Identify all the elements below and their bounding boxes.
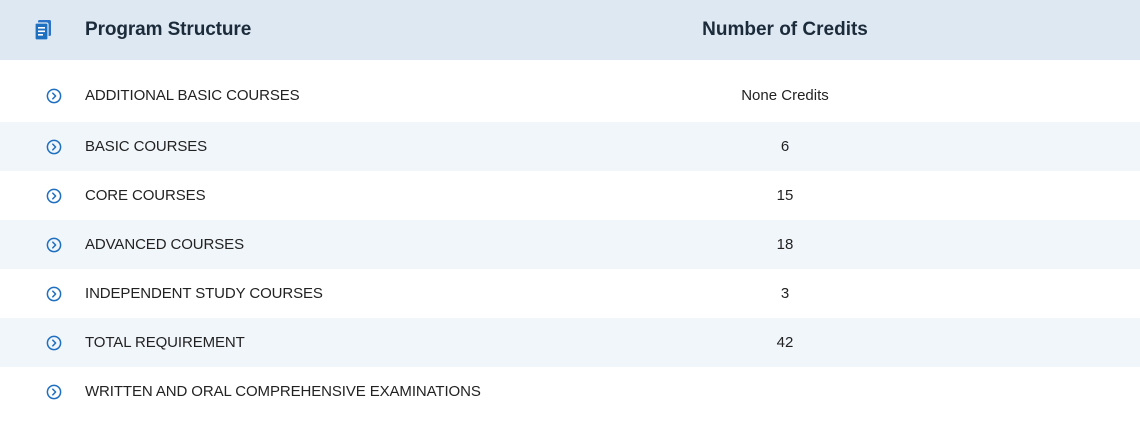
chevron-right-circle-icon[interactable]	[46, 335, 62, 351]
table-row[interactable]: WRITTEN AND ORAL COMPREHENSIVE EXAMINATI…	[0, 367, 1140, 416]
row-icon-cell	[0, 335, 85, 351]
chevron-right-circle-icon[interactable]	[46, 286, 62, 302]
row-credits: 18	[776, 236, 794, 253]
chevron-right-circle-icon[interactable]	[46, 88, 62, 104]
row-label: BASIC COURSES	[85, 138, 208, 155]
row-icon-cell	[0, 237, 85, 253]
row-label: INDEPENDENT STUDY COURSES	[85, 285, 323, 302]
header-icon-cell	[0, 0, 85, 60]
row-credits: 6	[780, 138, 790, 155]
row-credits: 3	[780, 285, 790, 302]
row-label: CORE COURSES	[85, 187, 206, 204]
row-label: ADVANCED COURSES	[85, 236, 244, 253]
row-label: TOTAL REQUIREMENT	[85, 334, 245, 351]
column-header-number-of-credits: Number of Credits	[702, 19, 868, 40]
row-label: ADDITIONAL BASIC COURSES	[85, 87, 300, 104]
chevron-right-circle-icon[interactable]	[46, 188, 62, 204]
table-row[interactable]: INDEPENDENT STUDY COURSES 3	[0, 269, 1140, 318]
row-credits: 42	[776, 334, 794, 351]
chevron-right-circle-icon[interactable]	[46, 384, 62, 400]
document-list-icon	[33, 20, 51, 41]
row-icon-cell	[0, 88, 85, 104]
row-credits: None Credits	[741, 87, 829, 104]
table-row[interactable]: TOTAL REQUIREMENT 42	[0, 318, 1140, 367]
column-header-program-structure: Program Structure	[85, 19, 252, 40]
row-icon-cell	[0, 286, 85, 302]
table-header: Program Structure Number of Credits	[0, 0, 1140, 60]
row-icon-cell	[0, 139, 85, 155]
table-row[interactable]: ADVANCED COURSES 18	[0, 220, 1140, 269]
row-label: WRITTEN AND ORAL COMPREHENSIVE EXAMINATI…	[85, 383, 481, 400]
row-icon-cell	[0, 384, 85, 400]
chevron-right-circle-icon[interactable]	[46, 139, 62, 155]
row-credits: 15	[776, 187, 794, 204]
table-row[interactable]: BASIC COURSES 6	[0, 122, 1140, 171]
program-structure-table: Program Structure Number of Credits ADDI…	[0, 0, 1140, 416]
table-row[interactable]: ADDITIONAL BASIC COURSES None Credits	[0, 60, 1140, 122]
chevron-right-circle-icon[interactable]	[46, 237, 62, 253]
row-icon-cell	[0, 188, 85, 204]
table-row[interactable]: CORE COURSES 15	[0, 171, 1140, 220]
